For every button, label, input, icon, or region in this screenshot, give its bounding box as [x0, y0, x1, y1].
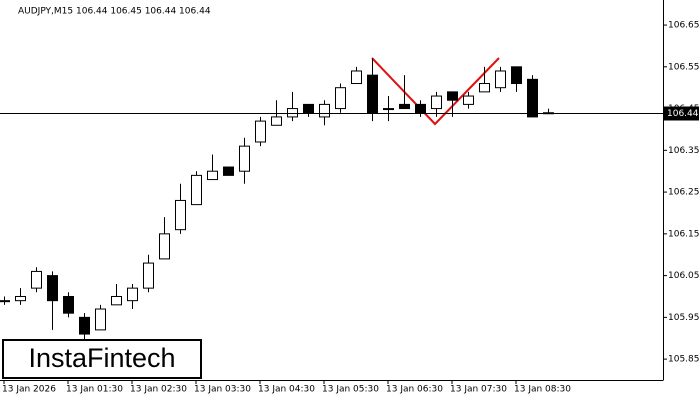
- candle-body: [447, 91, 458, 101]
- chart-title: AUDJPY,M15 106.44 106.45 106.44 106.44: [18, 7, 211, 17]
- candle-body: [143, 262, 154, 289]
- candle-body: [319, 103, 330, 118]
- candle-body: [15, 295, 26, 302]
- y-tick-label: 106.05: [668, 271, 700, 281]
- logo: InstaFintech: [28, 343, 175, 373]
- candle-body: [239, 145, 250, 172]
- candle-body: [175, 199, 186, 231]
- y-tick-label: 105.95: [668, 313, 700, 323]
- candle-body: [271, 116, 282, 126]
- y-tick-label: 106.35: [668, 146, 700, 156]
- candle-body: [479, 83, 490, 93]
- candle-body: [79, 316, 90, 335]
- candle-body: [287, 108, 298, 118]
- x-tick-label: 13 Jan 06:30: [386, 385, 443, 395]
- y-tick-label: 106.25: [668, 188, 700, 198]
- price-label: 106.44: [667, 109, 699, 119]
- logo-box: [2, 339, 202, 379]
- candle-body: [495, 70, 506, 89]
- x-tick-label: 13 Jan 07:30: [450, 385, 507, 395]
- candle-body: [159, 233, 170, 260]
- candle-body: [383, 108, 394, 111]
- candle-body: [303, 103, 314, 114]
- x-tick-label: 13 Jan 01:30: [66, 385, 123, 395]
- candle-body: [63, 295, 74, 314]
- x-tick-label: 13 Jan 05:30: [322, 385, 379, 395]
- y-tick-label: 106.15: [668, 229, 700, 239]
- candle-body: [111, 295, 122, 306]
- x-tick-label: 13 Jan 2026: [2, 385, 56, 395]
- x-tick-label: 13 Jan 04:30: [258, 385, 315, 395]
- candle-body: [191, 174, 202, 206]
- candle-body: [0, 300, 10, 303]
- x-tick-label: 13 Jan 08:30: [514, 385, 571, 395]
- x-tick-label: 13 Jan 03:30: [194, 385, 251, 395]
- candle-body: [463, 95, 474, 105]
- candle-body: [127, 287, 138, 302]
- candle-body: [431, 95, 442, 110]
- candle-body: [367, 74, 378, 114]
- candle-body: [47, 275, 58, 302]
- candle-body: [415, 103, 426, 114]
- y-tick-label: 105.85: [668, 355, 700, 365]
- candle-body: [95, 308, 106, 331]
- x-tick-label: 13 Jan 02:30: [130, 385, 187, 395]
- candle-body: [31, 270, 42, 289]
- y-tick-label: 106.55: [668, 62, 700, 72]
- candle-body: [223, 166, 234, 176]
- y-tick-label: 106.65: [668, 21, 700, 31]
- candle-body: [335, 87, 346, 110]
- double-top-pattern: [371, 57, 500, 126]
- candle-body: [207, 170, 218, 181]
- candle-body: [511, 66, 522, 85]
- candle-body: [399, 103, 410, 110]
- price-label-box: [664, 106, 699, 121]
- candle-body: [527, 78, 538, 118]
- candle-body: [351, 70, 362, 85]
- candle-body: [255, 120, 266, 143]
